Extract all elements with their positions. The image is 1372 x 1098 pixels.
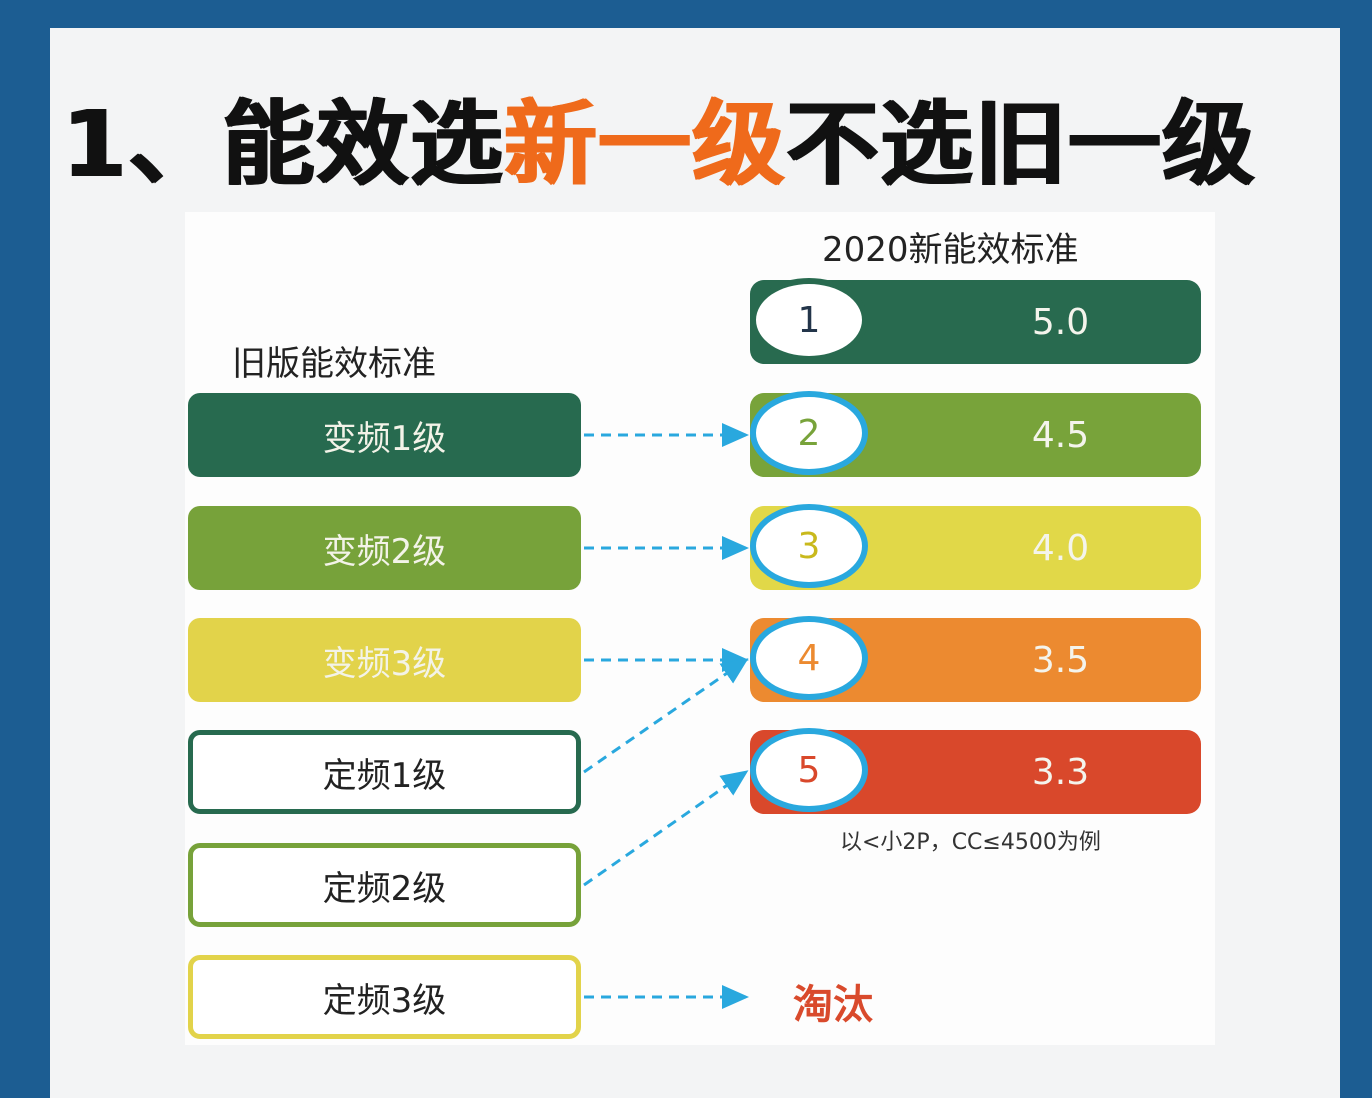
level-number-circle: 5 [750, 728, 868, 812]
footnote: 以<小2P，CC≤4500为例 [840, 830, 1101, 855]
level-number-circle: 4 [750, 616, 868, 700]
level-value: 4.5 [1031, 414, 1090, 456]
mapping-arrow [583, 658, 749, 774]
new-level-bar-4: 3.5 4 [750, 616, 1201, 702]
old-level-box: 变频2级 [188, 506, 581, 590]
new-level-bar-2: 4.5 2 [750, 391, 1201, 477]
old-level-box: 定频2级 [188, 843, 581, 927]
new-level-bar-5: 3.3 5 [750, 728, 1201, 814]
level-value: 5.0 [1031, 301, 1090, 343]
page-title: 1、能效选新一级不选旧一级 [62, 91, 1257, 198]
mapping-arrow [583, 770, 749, 887]
new-level-bar-3: 4.0 3 [750, 504, 1201, 590]
old-level-box: 变频1级 [188, 393, 581, 477]
level-number-circle: 2 [750, 391, 868, 475]
old-standard-heading: 旧版能效标准 [232, 344, 436, 384]
level-number-circle: 3 [750, 504, 868, 588]
eliminated-label: 淘汰 [793, 982, 873, 1028]
old-level-box: 定频3级 [188, 955, 581, 1039]
old-level-box: 变频3级 [188, 618, 581, 702]
level-value: 4.0 [1031, 527, 1090, 569]
new-level-bar-1: 5.0 1 [750, 278, 1201, 364]
old-level-box: 定频1级 [188, 730, 581, 814]
level-value: 3.3 [1031, 751, 1090, 793]
level-value: 3.5 [1031, 639, 1090, 681]
title-highlight: 新一级 [504, 91, 787, 198]
level-number-circle: 1 [750, 278, 868, 362]
new-standard-heading: 2020新能效标准 [822, 230, 1079, 270]
